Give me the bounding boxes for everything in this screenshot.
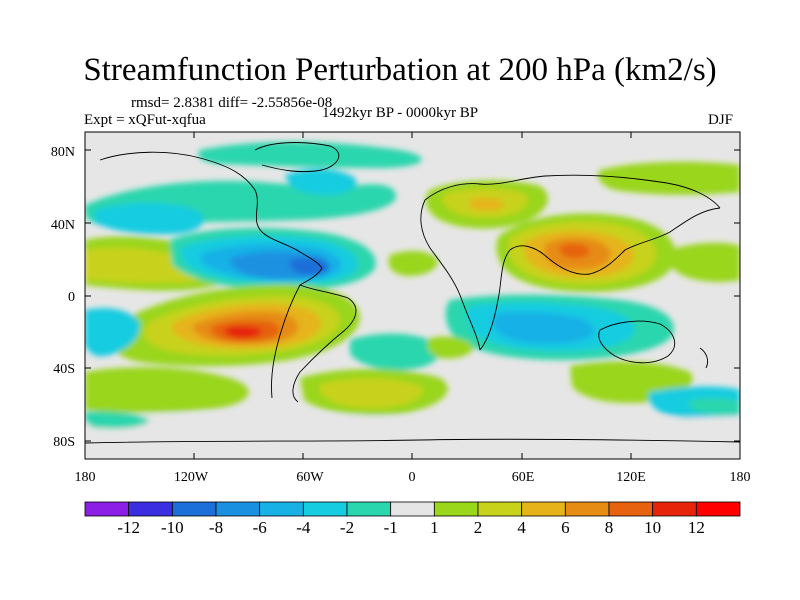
stats-label: rmsd= 2.8381 diff= -2.55856e-08 — [131, 95, 333, 111]
colorbar-swatch — [259, 501, 304, 517]
colorbar — [84, 501, 741, 517]
colorbar-swatch — [346, 501, 392, 517]
colorbar-swatch — [84, 501, 130, 517]
coastlines — [85, 142, 740, 444]
colorbar-swatch — [652, 501, 697, 517]
colorbar-label: 4 — [517, 518, 526, 537]
colorbar-swatch — [521, 501, 566, 517]
colorbar-swatch — [608, 501, 654, 517]
lon-tick-0: 0 — [408, 470, 416, 485]
lon-tick-120w: 120W — [173, 470, 209, 485]
colorbar-label: -1 — [383, 518, 398, 537]
lat-tick-80s: 80S — [53, 435, 75, 450]
season-label: DJF — [708, 112, 734, 128]
colorbar-swatch — [171, 501, 217, 517]
colorbar-label: -8 — [208, 518, 224, 537]
period-label: 1492kyr BP - 0000kyr BP — [322, 105, 479, 121]
lat-tick-40n: 40N — [50, 218, 75, 233]
colorbar-swatch — [128, 501, 173, 517]
colorbar-label: -4 — [296, 518, 311, 537]
colorbar-label: -2 — [339, 518, 355, 537]
colorbar-label: 1 — [430, 518, 439, 537]
lon-tick-180w: 180 — [74, 470, 96, 485]
colorbar-label: 6 — [561, 518, 570, 537]
colorbar-swatch — [564, 501, 610, 517]
lon-tick-120e: 120E — [616, 470, 646, 485]
colorbar-swatch — [215, 501, 261, 517]
lat-tick-0: 0 — [68, 290, 75, 305]
colorbar-swatch — [433, 501, 479, 517]
colorbar-label: 10 — [644, 518, 662, 537]
colorbar-label: -6 — [252, 518, 267, 537]
colorbar-swatch — [477, 501, 523, 517]
colorbar-label: -12 — [117, 518, 140, 537]
colorbar-swatch — [390, 501, 435, 517]
colorbar-swatch — [695, 501, 741, 517]
lat-tick-80n: 80N — [50, 145, 75, 160]
contour-field — [85, 132, 740, 459]
colorbar-label: 8 — [604, 518, 614, 537]
experiment-label: Expt = xQFut-xqfua — [84, 112, 206, 128]
lon-tick-180e: 180 — [729, 470, 751, 485]
colorbar-swatch — [302, 501, 348, 517]
lat-tick-40s: 40S — [53, 362, 75, 377]
lon-tick-60e: 60E — [511, 470, 535, 485]
map-title: Streamfunction Perturbation at 200 hPa (… — [83, 52, 717, 88]
colorbar-label: -10 — [160, 518, 184, 537]
colorbar-label: 2 — [473, 518, 483, 537]
lon-tick-60w: 60W — [296, 470, 324, 485]
colorbar-label: 12 — [687, 518, 705, 537]
